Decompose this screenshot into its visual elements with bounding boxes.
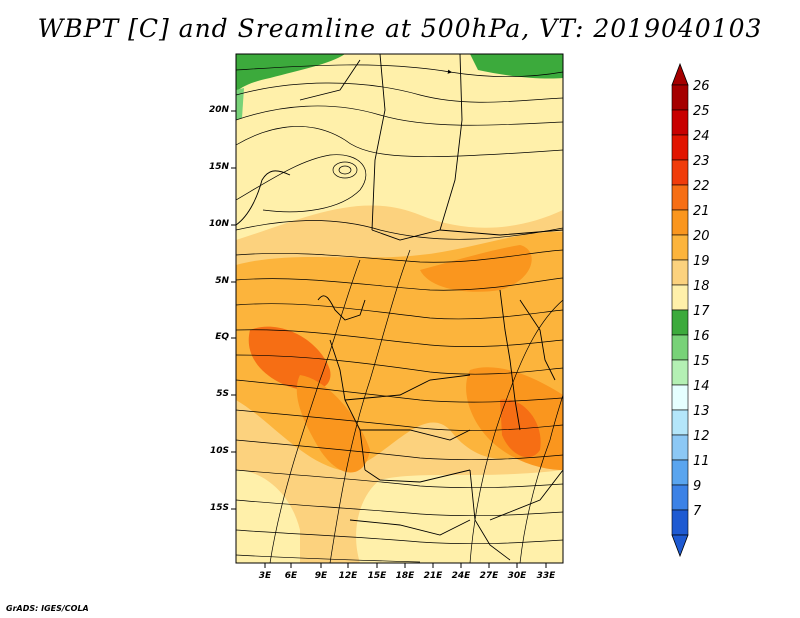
lat-label-10s: 10S xyxy=(209,446,229,456)
colorbar-bottom-arrow xyxy=(671,534,689,558)
lat-label-15s: 15S xyxy=(209,503,229,513)
colorbar-swatch xyxy=(671,359,689,386)
colorbar-label: 12 xyxy=(693,429,710,444)
colorbar-label: 14 xyxy=(693,379,710,394)
colorbar-label: 17 xyxy=(693,304,710,319)
colorbar-swatch xyxy=(671,159,689,186)
streamlines xyxy=(236,64,563,563)
lon-label-9e: 9E xyxy=(314,571,328,581)
colorbar-swatch xyxy=(671,234,689,261)
colorbar-label: 18 xyxy=(693,279,710,294)
colorbar-swatch xyxy=(671,509,689,536)
colorbar-label: 11 xyxy=(693,454,710,469)
colorbar-label: 9 xyxy=(693,479,702,494)
grads-credit: GrADS: IGES/COLA xyxy=(6,604,89,613)
colorbar-swatch xyxy=(671,184,689,211)
map-frame xyxy=(235,53,564,564)
colorbar-label: 23 xyxy=(693,154,710,169)
lat-label-eq: EQ xyxy=(215,332,229,342)
colorbar-label: 16 xyxy=(693,329,710,344)
lon-label-30e: 30E xyxy=(507,571,527,581)
colorbar-label: 13 xyxy=(693,404,710,419)
colorbar-swatch xyxy=(671,209,689,236)
colorbar-swatch xyxy=(671,109,689,136)
colorbar-label: 22 xyxy=(693,179,710,194)
lat-label-10n: 10N xyxy=(208,219,229,229)
lon-label-3e: 3E xyxy=(258,571,272,581)
colorbar-label: 24 xyxy=(693,129,710,144)
colorbar-label: 19 xyxy=(693,254,710,269)
colorbar-top-arrow xyxy=(671,62,689,86)
colorbar-swatch xyxy=(671,459,689,486)
lat-label-5s: 5S xyxy=(216,389,229,399)
colorbar-label: 15 xyxy=(693,354,710,369)
lon-ticks xyxy=(264,563,547,568)
colorbar-swatches xyxy=(671,84,689,536)
lat-label-20n: 20N xyxy=(208,105,229,115)
lat-label-15n: 15N xyxy=(208,162,229,172)
country-borders xyxy=(236,54,563,561)
lon-label-27e: 27E xyxy=(479,571,499,581)
lon-label-21e: 21E xyxy=(423,571,443,581)
colorbar-swatch xyxy=(671,309,689,336)
colorbar-swatch xyxy=(671,284,689,311)
lon-label-18e: 18E xyxy=(395,571,415,581)
colorbar-swatch xyxy=(671,84,689,111)
colorbar-label: 21 xyxy=(693,204,710,219)
colorbar xyxy=(671,62,689,558)
colorbar-swatch xyxy=(671,384,689,411)
colorbar-label: 26 xyxy=(693,79,710,94)
colorbar-label: 7 xyxy=(693,504,702,519)
colorbar-swatch xyxy=(671,409,689,436)
lon-label-33e: 33E xyxy=(536,571,556,581)
colorbar-swatch xyxy=(671,434,689,461)
lat-label-5n: 5N xyxy=(215,276,229,286)
colorbar-swatch xyxy=(671,134,689,161)
colorbar-swatch xyxy=(671,259,689,286)
lat-ticks xyxy=(231,110,236,510)
colorbar-swatch xyxy=(671,484,689,511)
lon-label-24e: 24E xyxy=(451,571,471,581)
lon-label-12e: 12E xyxy=(338,571,358,581)
colorbar-label: 25 xyxy=(693,104,710,119)
lon-label-6e: 6E xyxy=(284,571,298,581)
lon-label-15e: 15E xyxy=(367,571,387,581)
wbpt-shading xyxy=(236,54,563,563)
colorbar-label: 20 xyxy=(693,229,710,244)
colorbar-swatch xyxy=(671,334,689,361)
map-title: WBPT [C] and Sreamline at 500hPa, VT: 20… xyxy=(37,14,763,43)
